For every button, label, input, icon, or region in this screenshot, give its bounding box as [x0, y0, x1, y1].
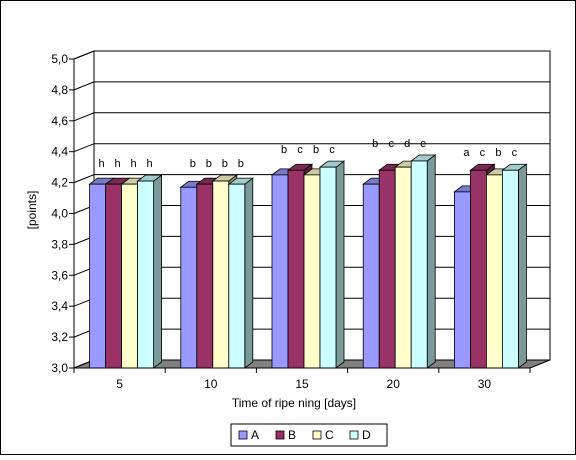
group-letter-label: b — [313, 144, 319, 156]
x-axis: 5 10 15 20 30 — [73, 367, 531, 391]
group-letter-label: c — [329, 144, 335, 156]
bar-front — [180, 186, 198, 369]
y-tick-label: 3,0 — [51, 361, 68, 375]
bar-D-15 — [318, 160, 346, 369]
bar-front — [319, 166, 337, 369]
bar-front — [137, 180, 155, 369]
gridline — [73, 81, 550, 91]
bar-front — [394, 166, 412, 369]
y-tick-label: 4,2 — [51, 176, 68, 190]
bar-front — [469, 169, 487, 369]
bar-front — [410, 160, 428, 369]
x-tick-label: 20 — [387, 377, 401, 391]
group-letter-label: b — [222, 158, 228, 170]
legend-label-B: B — [288, 428, 296, 442]
legend-box — [230, 423, 388, 447]
legend: A B C D — [230, 423, 388, 447]
bar-front — [121, 183, 138, 369]
legend-label-C: C — [325, 428, 334, 442]
bar-front — [287, 169, 305, 369]
bar-side — [244, 177, 254, 369]
group-letter-label: b — [190, 158, 196, 170]
group-letter-label: b — [372, 138, 378, 150]
y-axis: 3,0 3,2 3,4 3,6 3,8 4,0 4,2 4,4 4,6 4,8 5,0 — [51, 52, 75, 375]
group-letter-label: b — [206, 158, 212, 170]
bar-side — [518, 163, 527, 369]
bar-front — [303, 174, 321, 369]
y-tick-label: 3,6 — [51, 268, 68, 282]
legend-swatch-A — [238, 430, 248, 440]
group-letter-label: c — [297, 144, 303, 156]
gridline — [73, 50, 550, 60]
y-tick-label: 4,0 — [51, 207, 68, 221]
legend-label-D: D — [362, 428, 371, 442]
y-tick-label: 4,4 — [51, 145, 68, 159]
y-tick-label: 3,2 — [51, 330, 68, 344]
y-tick-label: 4,8 — [51, 83, 68, 97]
x-axis-label: Time of ripe ning [days] — [232, 396, 356, 410]
bar-D-20 — [410, 154, 437, 369]
legend-label-A: A — [251, 428, 259, 442]
group-letter-label: h — [115, 158, 121, 170]
bar-front — [105, 183, 122, 369]
bar-front — [228, 183, 246, 369]
x-tick-label: 5 — [116, 377, 123, 391]
bar-front — [378, 169, 396, 369]
bar-front — [271, 174, 289, 369]
bar-front — [453, 191, 471, 369]
group-letter-label: c — [512, 147, 518, 159]
group-letter-label: c — [388, 138, 394, 150]
y-axis-label: [points] — [25, 191, 39, 230]
y-tick-label: 5,0 — [51, 52, 68, 66]
group-letter-label: e — [420, 138, 426, 150]
legend-swatch-B — [275, 430, 285, 440]
bar-side — [426, 154, 436, 369]
bars — [88, 154, 528, 369]
group-letter-label: a — [463, 147, 470, 159]
y-tick-label: 3,4 — [51, 299, 68, 313]
legend-swatch-D — [349, 430, 359, 440]
legend-swatch-C — [312, 430, 322, 440]
group-letter-label: h — [99, 158, 105, 170]
bar-D-30 — [501, 163, 528, 369]
bar-D-10 — [227, 177, 255, 369]
group-letter-label: h — [147, 158, 153, 170]
bar-front — [501, 169, 519, 369]
gridline — [73, 112, 550, 122]
group-letter-label: h — [131, 158, 137, 170]
bar-front — [89, 183, 106, 369]
bar-front — [196, 183, 214, 369]
group-letter-label: b — [281, 144, 287, 156]
bar-side — [153, 174, 163, 369]
bar-front — [362, 183, 380, 369]
group-letter-label: d — [404, 138, 410, 150]
x-tick-label: 15 — [295, 377, 309, 391]
x-tick-label: 10 — [204, 377, 218, 391]
group-letter-label: b — [238, 158, 244, 170]
x-tick-label: 30 — [478, 377, 492, 391]
group-letter-labels: h h h h b b b bb c b cb c d ea c b c — [99, 138, 518, 170]
bar-front — [485, 174, 503, 369]
group-letter-label: c — [480, 147, 486, 159]
y-tick-label: 3,8 — [51, 237, 68, 251]
bar-D-5 — [136, 174, 163, 369]
group-letter-label: b — [495, 147, 501, 159]
y-tick-label: 4,6 — [51, 114, 68, 128]
gridline — [73, 143, 550, 153]
bar-front — [212, 180, 230, 369]
bar-side — [335, 160, 345, 369]
